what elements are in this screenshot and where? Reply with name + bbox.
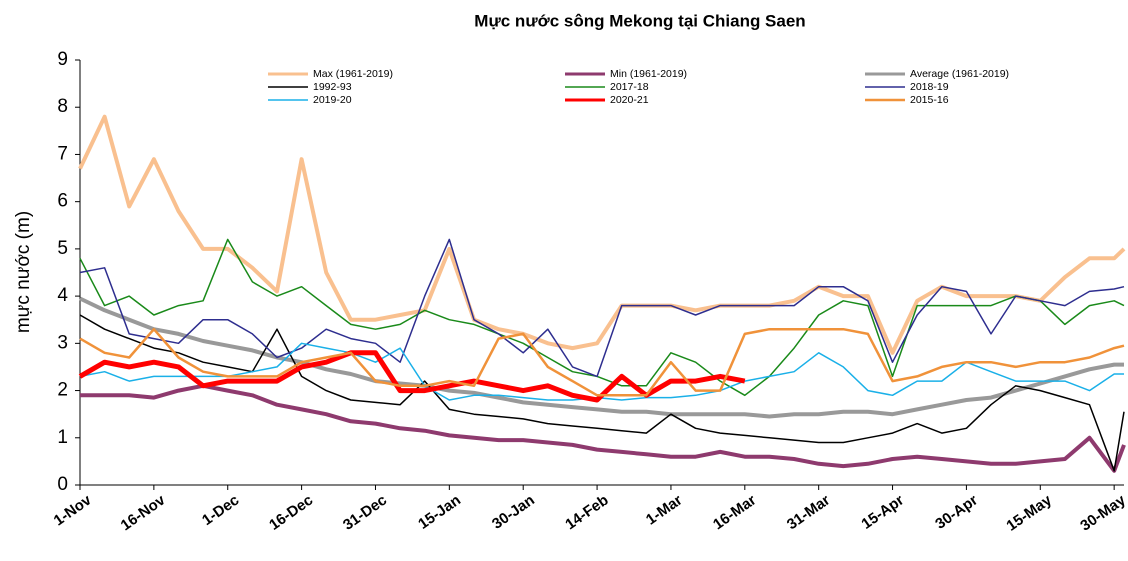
legend-label: 2018-19 (910, 81, 949, 93)
x-tick-label: 16-Nov (118, 491, 169, 534)
legend-label: Max (1961-2019) (313, 68, 393, 80)
y-tick-label: 2 (57, 380, 68, 401)
x-tick-label: 31-Mar (784, 492, 833, 534)
series-line (79, 327, 1125, 397)
x-tick-label: 14-Feb (562, 492, 611, 534)
series-line (80, 383, 1126, 473)
legend-label: Min (1961-2019) (610, 68, 687, 80)
x-tick-label: 30-May (1077, 491, 1128, 534)
series-line (79, 238, 1125, 397)
x-tick-label: 1-Nov (51, 491, 95, 529)
series-line (78, 114, 1126, 355)
legend-label: Average (1961-2019) (910, 68, 1009, 80)
x-tick-label: 15-Jan (415, 492, 464, 533)
legend-label: 1992-93 (313, 81, 352, 93)
y-tick-label: 6 (57, 191, 68, 212)
x-tick-label: 30-Apr (932, 492, 981, 533)
y-tick-label: 3 (57, 332, 68, 353)
y-tick-label: 7 (57, 143, 68, 164)
series-line (79, 238, 1125, 378)
series-line (79, 296, 1124, 419)
y-tick-label: 0 (57, 474, 68, 495)
y-tick-label: 4 (57, 285, 68, 306)
series-line (79, 314, 1125, 472)
x-tick-label: 15-May (1003, 491, 1055, 534)
y-axis-label: mực nước (m) (13, 211, 34, 333)
x-tick-label: 30-Jan (489, 492, 538, 533)
legend-label: 2020-21 (610, 94, 649, 106)
x-tick-label: 1-Dec (199, 492, 242, 529)
x-tick-label: 31-Dec (340, 492, 390, 534)
series-line (79, 342, 1124, 401)
series-line (78, 350, 746, 403)
legend-label: 2019-20 (313, 94, 352, 106)
x-tick-label: 16-Dec (266, 492, 316, 534)
chart-title: Mực nước sông Mekong tại Chiang Saen (474, 11, 805, 30)
x-tick-label: 16-Mar (710, 492, 759, 534)
y-tick-label: 9 (57, 49, 68, 70)
y-tick-label: 1 (57, 427, 68, 448)
x-tick-label: 15-Apr (858, 492, 907, 533)
y-tick-label: 5 (57, 238, 68, 259)
legend-label: 2015-16 (910, 94, 949, 106)
legend-label: 2017-18 (610, 81, 649, 93)
y-tick-label: 8 (57, 96, 68, 117)
x-tick-label: 1-Mar (643, 492, 686, 529)
